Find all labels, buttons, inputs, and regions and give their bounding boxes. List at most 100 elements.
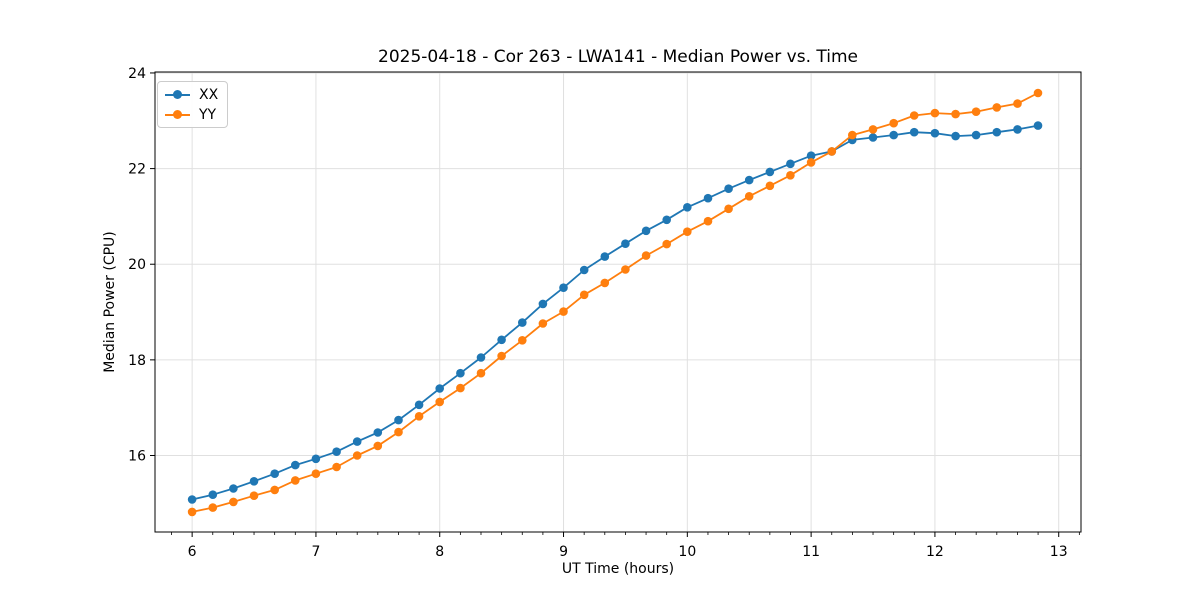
x-tick-label: 9: [559, 544, 568, 560]
series-marker-yy: [971, 107, 981, 116]
series-marker-yy: [600, 278, 610, 288]
series-marker-xx: [476, 353, 486, 362]
series-marker-yy: [868, 125, 878, 134]
series-marker-xx: [868, 133, 878, 142]
series-marker-yy: [270, 485, 280, 495]
legend-item-xx: XX: [165, 86, 219, 103]
series-marker-xx: [662, 215, 671, 225]
series-marker-yy: [579, 290, 589, 300]
series-marker-xx: [332, 447, 341, 457]
series-marker-xx: [352, 437, 362, 446]
x-tick-label: 11: [802, 544, 820, 560]
series-marker-yy: [621, 265, 630, 274]
series-marker-xx: [518, 318, 527, 327]
series-marker-yy: [703, 216, 713, 226]
series-marker-xx: [291, 460, 300, 470]
series-marker-yy: [311, 469, 321, 479]
series-marker-yy: [476, 368, 486, 378]
series-marker-yy: [1013, 99, 1022, 108]
series-marker-yy: [373, 441, 383, 451]
series-marker-xx: [456, 368, 465, 378]
series-marker-yy: [889, 118, 898, 128]
series-marker-xx: [311, 454, 321, 464]
plot-border: [154, 71, 1082, 533]
series-marker-yy: [806, 158, 816, 167]
series-marker-yy: [683, 227, 692, 236]
y-tick-label: 20: [128, 257, 146, 273]
series-marker-xx: [187, 495, 197, 504]
series-marker-xx: [621, 239, 630, 248]
legend-marker-icon-xx: [173, 90, 182, 99]
series-marker-yy: [992, 103, 1002, 112]
series-marker-xx: [724, 184, 733, 193]
series-marker-xx: [600, 252, 610, 261]
series-marker-yy: [497, 351, 506, 361]
series-marker-yy: [518, 336, 527, 345]
series-marker-xx: [744, 175, 754, 185]
series-marker-yy: [662, 239, 671, 249]
series-marker-yy: [848, 130, 857, 140]
series-marker-xx: [992, 127, 1002, 137]
series-marker-yy: [332, 462, 341, 472]
series-marker-xx: [1013, 125, 1022, 134]
series-marker-xx: [229, 484, 238, 493]
series-marker-xx: [930, 128, 940, 138]
series-marker-xx: [909, 127, 919, 137]
series-marker-yy: [559, 307, 568, 316]
series-marker-yy: [1033, 88, 1043, 98]
x-tick-label: 13: [1050, 544, 1068, 560]
series-marker-yy: [352, 451, 362, 460]
series-marker-xx: [971, 130, 981, 140]
series-marker-xx: [683, 203, 692, 212]
series-marker-yy: [229, 497, 238, 507]
series-marker-yy: [724, 204, 733, 214]
y-tick-label: 16: [128, 448, 146, 464]
series-marker-xx: [786, 159, 795, 169]
series-marker-yy: [744, 192, 754, 201]
series-marker-yy: [249, 491, 259, 501]
series-marker-xx: [641, 226, 651, 236]
legend-label-xx: XX: [199, 86, 219, 103]
legend-item-yy: YY: [165, 106, 218, 123]
series-marker-yy: [435, 397, 445, 407]
series-marker-yy: [930, 108, 940, 118]
legend-sample-xx: [165, 89, 190, 100]
series-marker-yy: [208, 503, 218, 512]
series-line-xx: [191, 124, 1039, 501]
series-marker-yy: [765, 181, 775, 191]
series-marker-xx: [249, 477, 259, 486]
series-marker-xx: [270, 469, 280, 479]
x-axis-label: UT Time (hours): [561, 561, 675, 577]
series-marker-xx: [889, 130, 898, 140]
series-marker-xx: [435, 384, 445, 393]
y-tick-label: 24: [128, 66, 146, 82]
series-marker-xx: [538, 299, 548, 309]
series-marker-xx: [579, 265, 589, 275]
series-marker-yy: [641, 251, 651, 260]
series-marker-yy: [786, 171, 795, 180]
x-tick-label: 10: [678, 544, 696, 560]
series-marker-yy: [951, 109, 960, 119]
series-marker-xx: [765, 167, 775, 177]
legend-sample-yy: [165, 109, 190, 120]
chart-title: 2025-04-18 - Cor 263 - LWA141 - Median P…: [378, 47, 858, 67]
series-marker-yy: [456, 383, 465, 393]
series-marker-yy: [909, 111, 919, 120]
legend-label-yy: YY: [199, 106, 217, 123]
series-marker-xx: [559, 283, 568, 293]
series-marker-yy: [414, 412, 424, 421]
series-marker-xx: [703, 193, 713, 203]
y-tick-label: 18: [128, 353, 146, 369]
series-marker-yy: [827, 147, 837, 156]
series-marker-yy: [394, 427, 403, 437]
series-marker-xx: [951, 131, 960, 141]
y-axis-label: Median Power (CPU): [102, 231, 118, 373]
series-marker-xx: [394, 415, 403, 425]
legend-marker-icon-yy: [173, 110, 182, 119]
series-marker-yy: [538, 319, 548, 328]
x-tick-label: 8: [435, 544, 444, 560]
x-tick-label: 7: [311, 544, 320, 560]
y-tick-label: 22: [128, 162, 146, 178]
